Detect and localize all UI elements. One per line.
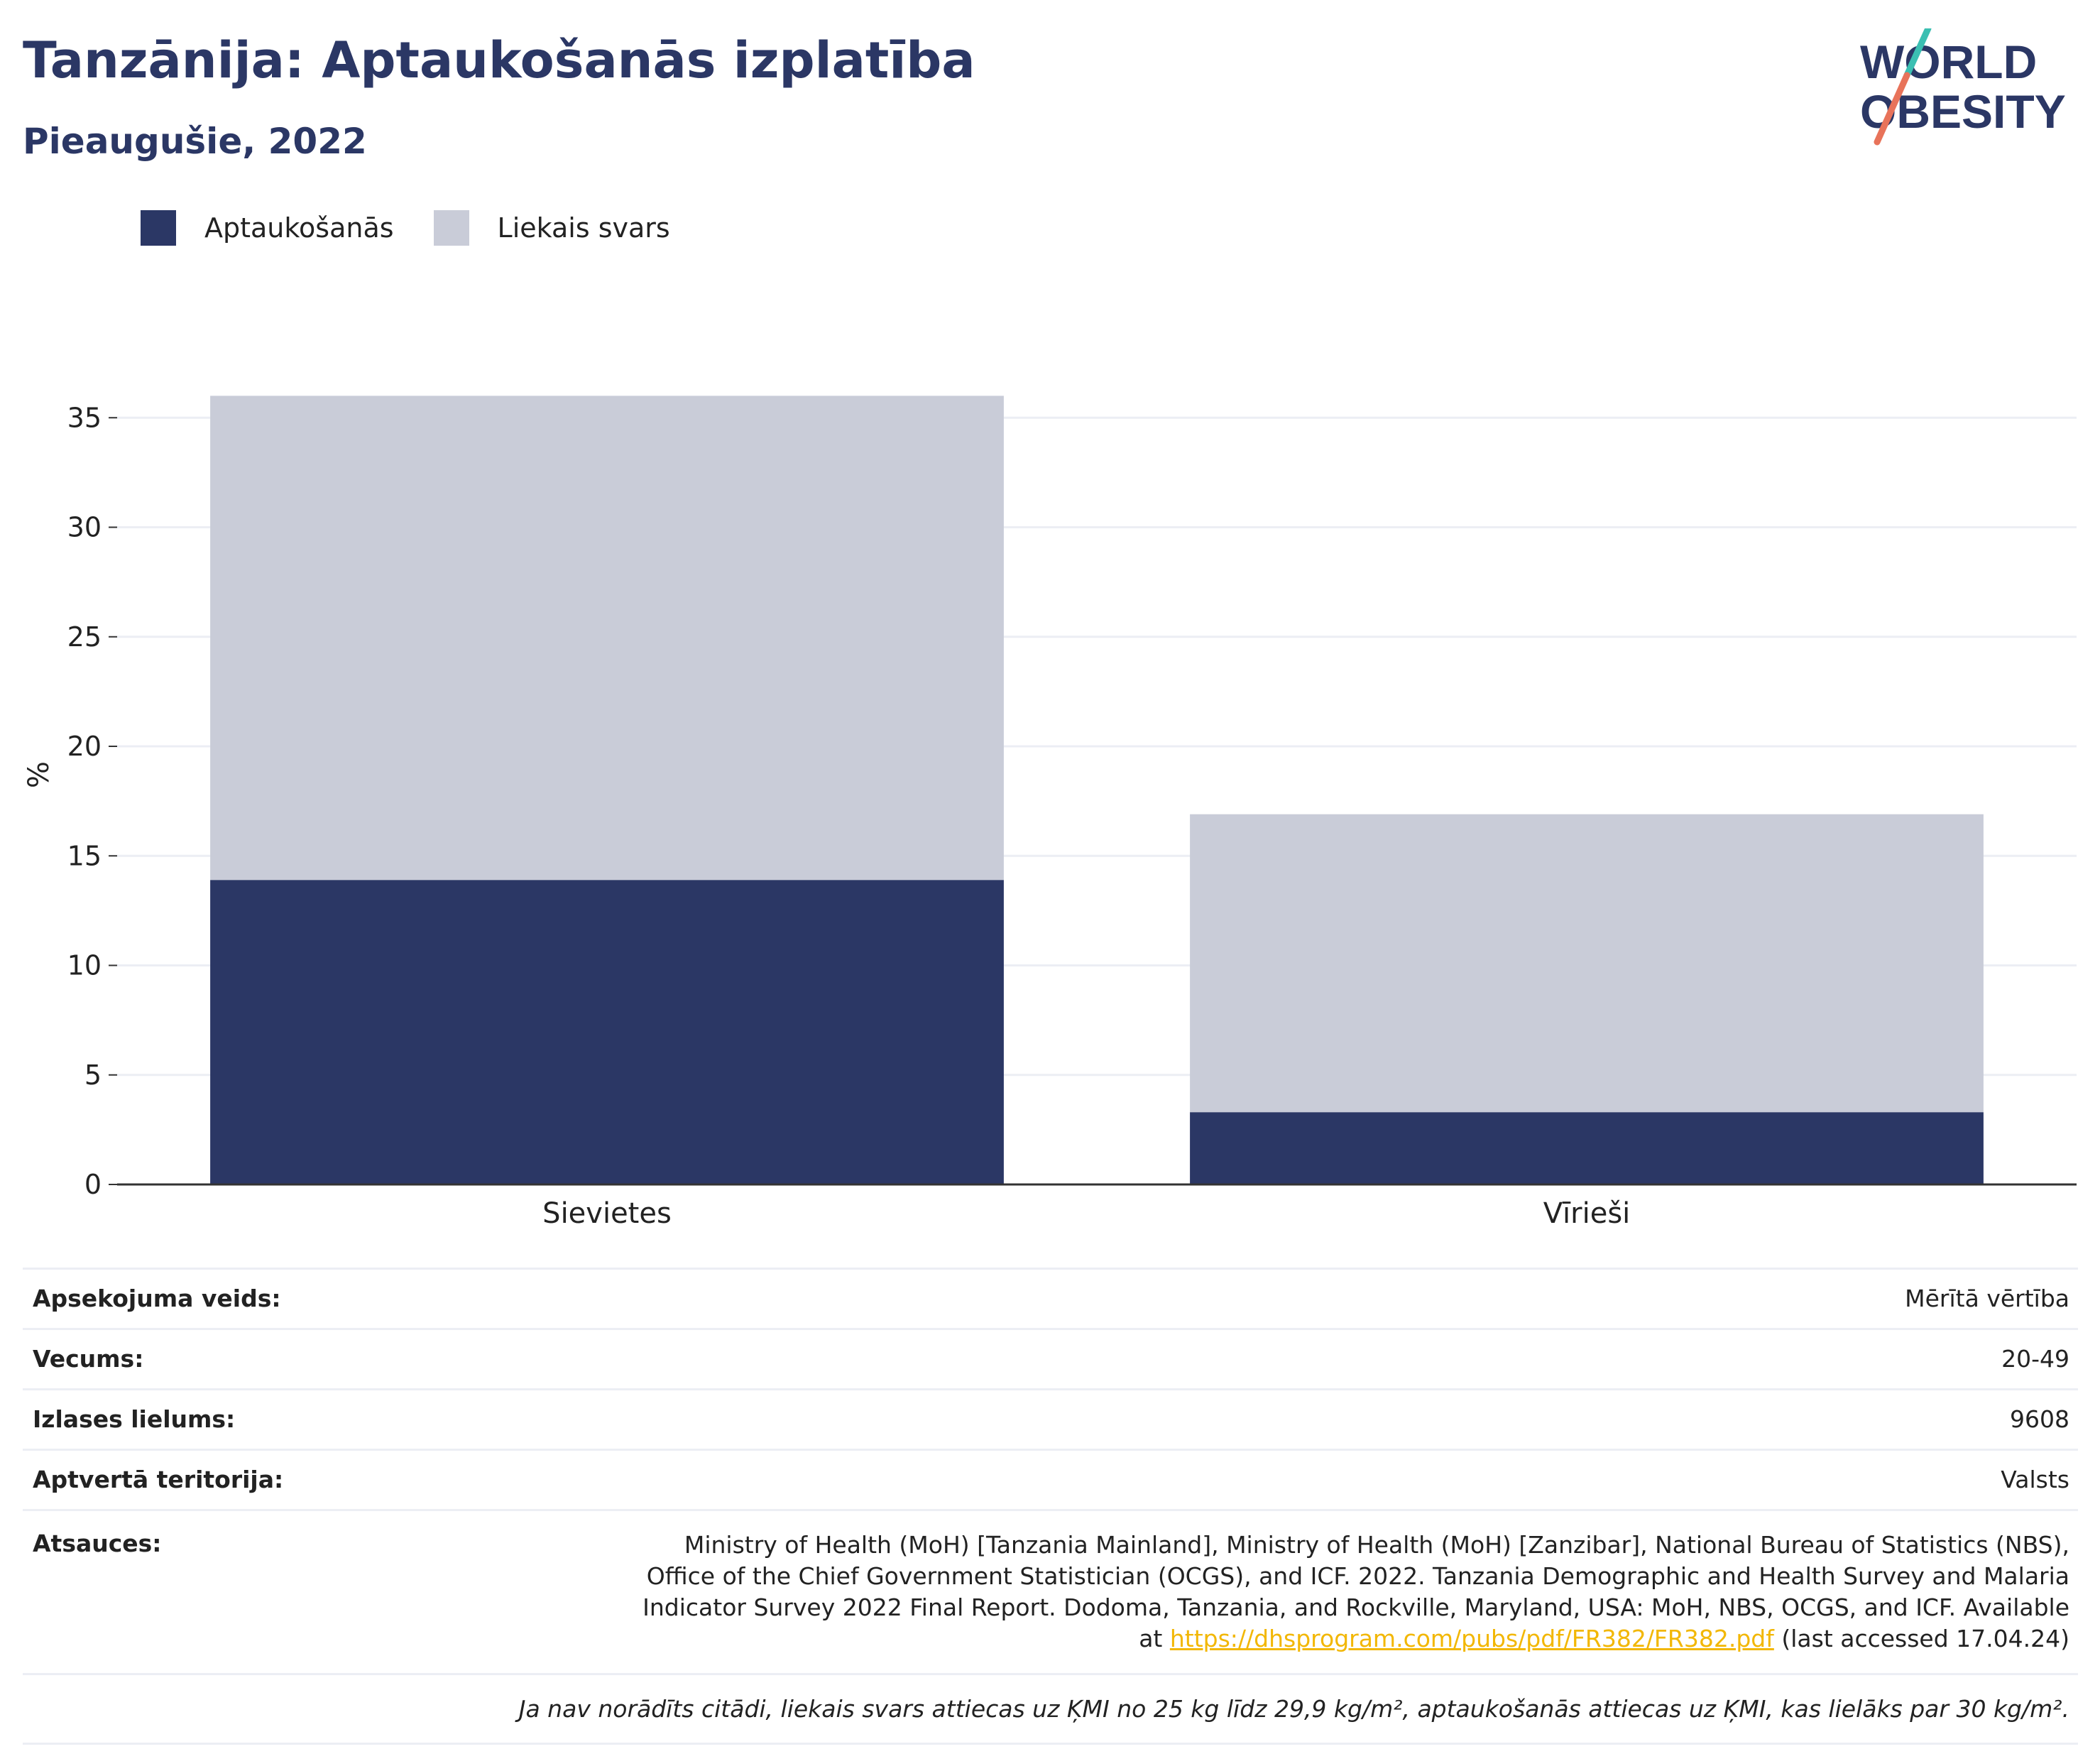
metadata-table: Apsekojuma veids: Mērītā vērtība Vecums:…: [23, 1268, 2078, 1745]
legend-label-overweight: Liekais svars: [497, 212, 670, 244]
logo-slash-coral: [1874, 72, 1910, 146]
meta-key: Izlases lielums:: [33, 1405, 236, 1433]
logo-text-line2: OBESITY: [1860, 85, 2066, 138]
bar-obesity: [1190, 1112, 1984, 1184]
references-link[interactable]: https://dhsprogram.com/pubs/pdf/FR382/FR…: [1169, 1625, 1774, 1652]
legend-item-obesity: Aptaukošanās: [141, 210, 394, 246]
y-tick-label: 25: [67, 621, 102, 653]
y-axis-label: %: [23, 761, 55, 788]
meta-key: Aptvertā teritorija:: [33, 1466, 284, 1493]
y-tick-label: 20: [67, 731, 102, 762]
legend-label-obesity: Aptaukošanās: [204, 212, 394, 244]
bar-overweight: [1190, 814, 1984, 1113]
chart-title: Tanzānija: Aptaukošanās izplatība: [23, 31, 975, 89]
bar-obesity: [210, 880, 1004, 1184]
y-axis-ticks: 0 5 10 15 20 25 30 35: [67, 402, 117, 1200]
y-tick-label: 10: [67, 950, 102, 981]
references-body: Ministry of Health (MoH) [Tanzania Mainl…: [642, 1531, 2069, 1652]
bars: [210, 396, 1984, 1184]
world-obesity-logo: WORLD OBESITY: [1860, 28, 2066, 146]
footnote: Ja nav norādīts citādi, liekais svars at…: [23, 1673, 2078, 1745]
meta-row-age: Vecums: 20-49: [23, 1328, 2078, 1388]
y-tick-label: 35: [67, 402, 102, 433]
legend-swatch-obesity: [141, 210, 176, 246]
logo-slash-teal: [1903, 28, 1932, 79]
meta-key: Vecums:: [33, 1345, 144, 1373]
y-tick-label: 15: [67, 840, 102, 871]
meta-row-sample-size: Izlases lielums: 9608: [23, 1388, 2078, 1449]
x-tick-label: Sievietes: [542, 1197, 672, 1230]
bar-chart: 0 5 10 15 20 25 30 35 Sievietes Vīrieši %: [23, 396, 2077, 1230]
x-tick-label: Vīrieši: [1543, 1197, 1631, 1230]
meta-row-survey-type: Apsekojuma veids: Mērītā vērtība: [23, 1268, 2078, 1328]
meta-key: Atsauces:: [33, 1530, 162, 1557]
logo-text-line1: WORLD: [1860, 36, 2037, 88]
meta-value: 20-49: [2001, 1345, 2069, 1373]
y-tick-label: 5: [84, 1059, 102, 1091]
references-text: Ministry of Health (MoH) [Tanzania Mainl…: [614, 1530, 2069, 1655]
meta-value: 9608: [2010, 1405, 2069, 1433]
x-axis-ticks: Sievietes Vīrieši: [117, 1183, 2077, 1230]
y-tick-label: 0: [84, 1169, 102, 1200]
legend-item-overweight: Liekais svars: [433, 210, 670, 246]
references-suffix: (last accessed 17.04.24): [1773, 1625, 2069, 1652]
meta-row-references: Atsauces: Ministry of Health (MoH) [Tanz…: [23, 1509, 2078, 1673]
meta-value: Valsts: [2001, 1466, 2069, 1493]
chart-subtitle: Pieaugušie, 2022: [23, 121, 367, 162]
bar-overweight: [210, 396, 1004, 881]
meta-key: Apsekojuma veids:: [33, 1285, 281, 1312]
legend: Aptaukošanās Liekais svars: [141, 210, 710, 246]
y-tick-label: 30: [67, 512, 102, 543]
meta-value: Mērītā vērtība: [1905, 1285, 2069, 1312]
meta-row-coverage: Aptvertā teritorija: Valsts: [23, 1449, 2078, 1509]
legend-swatch-overweight: [433, 210, 469, 246]
